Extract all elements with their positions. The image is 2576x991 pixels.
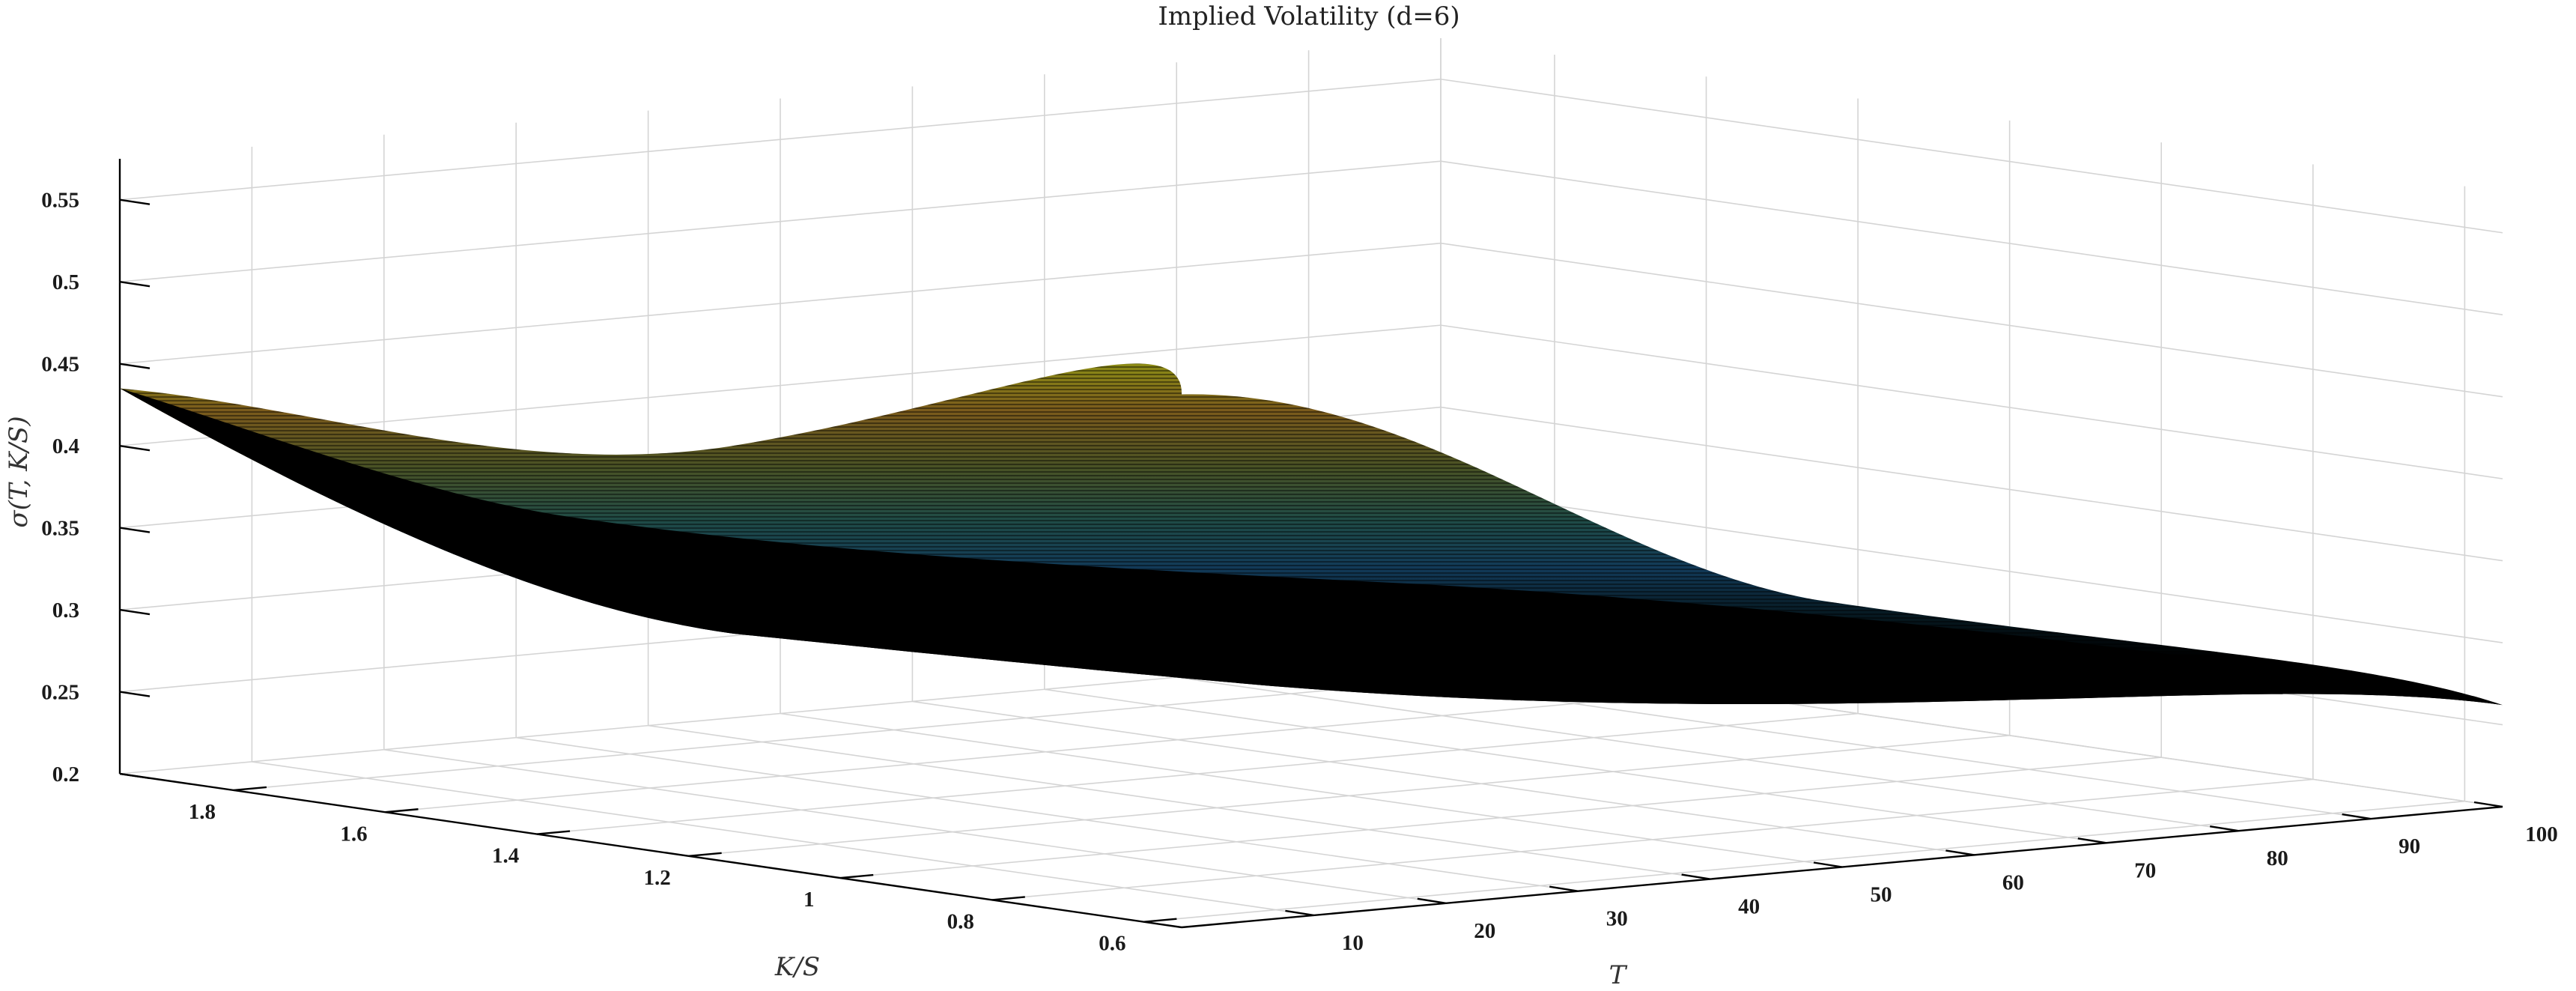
z-tick-label: 0.45 — [41, 353, 79, 377]
x-tick-mark — [233, 786, 267, 792]
grid-line — [648, 724, 1710, 880]
z-tick-mark — [119, 527, 151, 533]
y-tick-mark — [1681, 873, 1710, 880]
y-tick-mark — [1813, 861, 1843, 868]
x-tick-mark — [385, 808, 419, 813]
x-tick-label: 1.8 — [189, 800, 216, 824]
floor-grid — [233, 652, 2503, 923]
y-tick-mark — [1549, 885, 1579, 892]
grid-line — [1440, 242, 2503, 398]
y-axis-label: T — [1609, 960, 1628, 990]
z-tick-label: 0.4 — [52, 434, 79, 458]
y-tick-mark — [2210, 825, 2239, 832]
y-tick-label: 50 — [1871, 883, 1892, 907]
x-tick-label: 1.2 — [644, 866, 671, 890]
grid-line — [1440, 406, 2503, 562]
z-tick-label: 0.55 — [41, 189, 79, 213]
grid-line — [383, 749, 1446, 904]
grid-line — [1440, 78, 2503, 234]
x-tick-mark — [991, 896, 1025, 901]
y-tick-label: 60 — [2002, 870, 2024, 894]
grid-line — [1440, 324, 2503, 479]
grid-line — [516, 736, 1579, 892]
y-axis-ticks: 10 20 30 40 50 60 70 80 90 100 — [1285, 801, 2558, 955]
y-tick-label: 100 — [2525, 822, 2558, 846]
grid-line — [780, 712, 1843, 868]
grid-line — [1440, 488, 2503, 643]
y-tick-label: 70 — [2134, 858, 2156, 882]
z-tick-label: 0.25 — [41, 681, 79, 705]
z-tick-label: 0.3 — [52, 598, 79, 622]
y-tick-mark — [2473, 801, 2503, 808]
y-tick-mark — [2342, 813, 2371, 820]
y-tick-mark — [1417, 897, 1446, 904]
x-tick-mark — [1143, 918, 1177, 923]
grid-line — [1440, 160, 2503, 315]
x-tick-label: 1 — [804, 888, 815, 912]
surface-front-fold — [120, 388, 2503, 706]
x-axis-label: K/S — [774, 952, 820, 982]
z-axis-label: σ(T, K/S) — [4, 416, 34, 527]
y-tick-mark — [1945, 849, 1975, 856]
grid-line — [252, 761, 1314, 916]
x-tick-mark — [536, 830, 571, 835]
z-tick-mark — [119, 363, 151, 369]
surface-mesh — [120, 363, 2503, 706]
z-tick-mark — [119, 608, 151, 616]
grid-line — [912, 700, 1975, 856]
y-tick-label: 20 — [1474, 919, 1495, 943]
x-tick-mark — [840, 873, 874, 879]
x-axis-line — [119, 772, 1182, 929]
z-tick-label: 0.2 — [52, 763, 79, 787]
x-tick-label: 0.8 — [947, 909, 974, 933]
z-axis-ticks: 0.2 0.25 0.3 0.35 0.4 0.45 0.5 0.55 — [41, 189, 151, 787]
z-tick-label: 0.5 — [52, 270, 79, 294]
y-tick-mark — [1285, 909, 1314, 917]
y-tick-label: 80 — [2267, 846, 2288, 870]
z-tick-mark — [119, 198, 151, 205]
x-axis-ticks: 1.8 1.6 1.4 1.2 1 0.8 0.6 — [189, 786, 1177, 956]
x-tick-mark — [688, 852, 722, 858]
y-tick-label: 10 — [1342, 931, 1364, 955]
chart-title: Implied Volatility (d=6) — [1158, 1, 1459, 31]
z-tick-mark — [119, 691, 151, 697]
z-tick-mark — [119, 281, 151, 288]
y-tick-label: 40 — [1738, 895, 1760, 919]
x-tick-label: 1.6 — [340, 822, 367, 846]
z-tick-mark — [119, 444, 151, 452]
z-tick-label: 0.35 — [41, 517, 79, 541]
x-tick-label: 0.6 — [1099, 932, 1126, 956]
y-tick-label: 90 — [2399, 834, 2420, 858]
y-tick-label: 30 — [1606, 907, 1628, 931]
grid-line — [1176, 676, 2239, 831]
grid-line — [1044, 688, 2106, 844]
z-tick-mark — [119, 772, 151, 780]
y-tick-mark — [2077, 837, 2106, 844]
x-tick-label: 1.4 — [492, 844, 519, 868]
